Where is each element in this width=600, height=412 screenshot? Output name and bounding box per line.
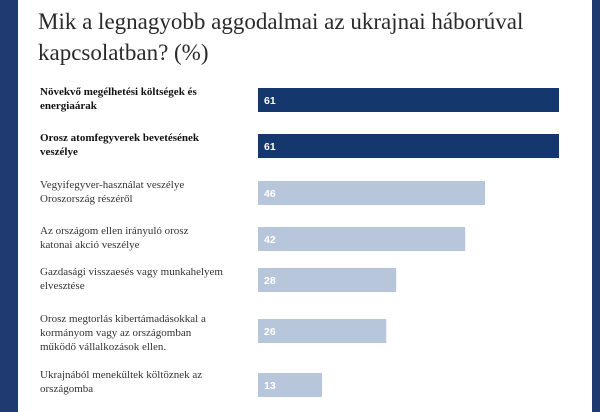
bar-7 (258, 373, 323, 397)
bar-6 (258, 319, 387, 343)
category-label-5: Gazdasági visszaesés vagy munkahelyem elv… (40, 266, 223, 292)
category-label-line: Orosz atomfegyverek bevetésének (40, 132, 200, 144)
category-label-line: Oroszország részéről (40, 193, 133, 205)
bar-5 (258, 268, 397, 292)
category-label-line: kormányom vagy az országomban (40, 327, 192, 339)
category-label-line: Ukrajnából menekültek költöznek az (40, 369, 202, 381)
bar-value-label-5: 28 (264, 275, 276, 287)
category-label-4: Az országom ellen irányuló orosz katonai … (40, 225, 189, 251)
bar-value-label-4: 42 (264, 234, 276, 246)
category-label-line: elvesztése (40, 280, 85, 292)
bar-1 (258, 88, 559, 112)
bar-4 (258, 227, 466, 251)
category-label-1: Növekvő megélhetési költségek és energiaá… (40, 86, 197, 112)
category-label-7: Ukrajnából menekültek költöznek az ország… (40, 369, 202, 395)
category-label-line: veszélye (40, 146, 78, 158)
category-label-line: energiaárak (40, 100, 98, 112)
category-label-line: működő vállalkozások ellen. (40, 341, 166, 353)
bar-value-label-3: 46 (264, 188, 276, 200)
category-label-6: Orosz megtorlás kibertámadásokkal a kormá… (40, 313, 206, 353)
category-label-line: Orosz megtorlás kibertámadásokkal a (40, 313, 206, 325)
bar-value-label-1: 61 (264, 95, 276, 107)
chart-title: Mik a legnagyobb aggodalmai az ukrajnai … (38, 9, 524, 65)
category-label-3: Vegyifegyver-használat veszélye Oroszorsz… (40, 179, 184, 205)
category-label-line: Növekvő megélhetési költségek és (40, 86, 197, 98)
bar-3 (258, 181, 485, 205)
category-label-line: országomba (40, 383, 93, 395)
category-label-line: Az országom ellen irányuló orosz (40, 225, 189, 237)
category-label-line: Gazdasági visszaesés vagy munkahelyem (40, 266, 223, 278)
frame-left-border (0, 0, 18, 412)
bar-value-label-2: 61 (264, 141, 276, 153)
category-label-line: Vegyifegyver-használat veszélye (40, 179, 184, 191)
bar-value-label-7: 13 (264, 380, 276, 392)
bar-value-label-6: 26 (264, 326, 276, 338)
category-label-2: Orosz atomfegyverek bevetésének veszélye (40, 132, 200, 158)
bar-2 (258, 134, 559, 158)
category-label-line: katonai akció veszélye (40, 239, 140, 251)
frame-right-border (592, 0, 600, 412)
